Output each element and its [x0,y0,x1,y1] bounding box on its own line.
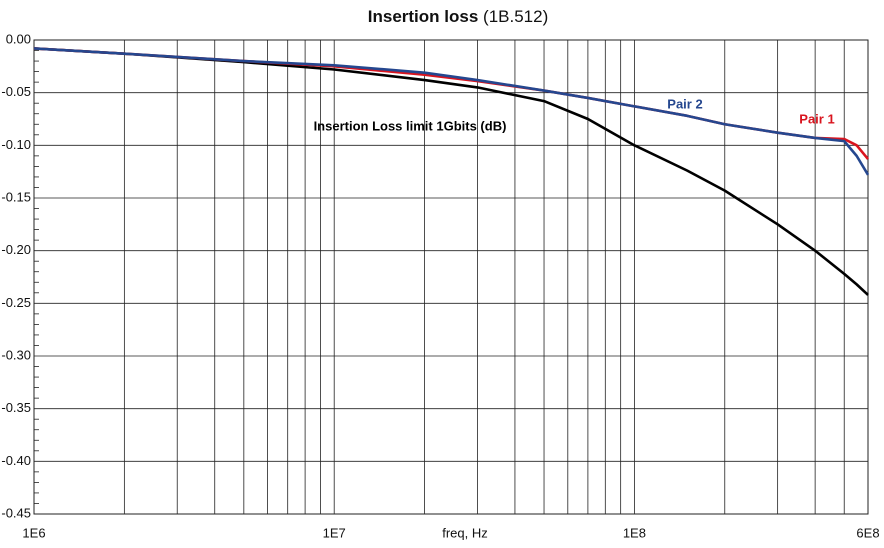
y-tick-label: 0.00 [6,31,31,46]
y-tick-label: -0.20 [1,242,31,257]
y-tick-label: -0.05 [1,84,31,99]
title: Insertion loss [368,7,479,26]
series-label: Insertion Loss limit 1Gbits (dB) [314,118,507,133]
x-tick-label: 1E7 [323,525,346,540]
series-line [33,47,869,296]
y-tick-label: -0.15 [1,189,31,204]
series-line [33,47,870,160]
x-tick-label: 6E8 [856,525,879,540]
series-line [33,47,870,176]
x-axis-label: freq, Hz [442,525,488,540]
chart-title: Insertion loss (1B.512) [368,7,548,26]
y-tick-label: -0.45 [1,505,31,520]
subtitle: (1B.512) [483,7,548,26]
series-label: Pair 2 [667,96,702,111]
y-tick-label: -0.35 [1,400,31,415]
y-tick-label: -0.30 [1,347,31,362]
plot-border [33,39,869,515]
x-tick-label: 1E8 [623,525,646,540]
x-tick-label: 1E6 [22,525,45,540]
series-label: Pair 1 [799,111,834,126]
y-tick-label: -0.25 [1,295,31,310]
y-tick-label: -0.10 [1,137,31,152]
y-tick-label: -0.40 [1,453,31,468]
